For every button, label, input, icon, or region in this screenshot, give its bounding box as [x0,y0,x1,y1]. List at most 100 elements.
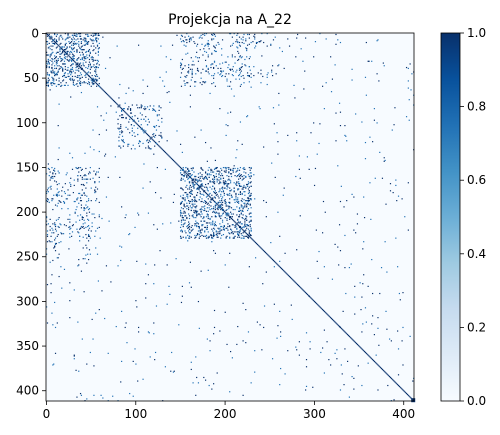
matrix-cell [73,47,75,49]
matrix-cell [92,338,94,340]
plot-frame [45,32,415,402]
matrix-cell [313,56,315,58]
matrix-cell [160,197,162,199]
matrix-cell [75,35,77,37]
matrix-cell [180,201,183,204]
matrix-cell [245,217,247,220]
matrix-cell [214,205,217,207]
matrix-cell [78,258,80,261]
matrix-cell [82,62,84,64]
matrix-cell [359,282,361,284]
matrix-cell [189,175,191,178]
matrix-cell [365,94,367,96]
matrix-cell [83,227,85,229]
matrix-cell [67,59,69,61]
matrix-cell [235,183,237,185]
matrix-cell [50,70,52,72]
matrix-cell [84,174,86,176]
matrix-cell [192,228,194,230]
matrix-cell [47,47,49,49]
matrix-cell [59,53,61,55]
matrix-cell [140,107,142,109]
matrix-cell [62,63,65,65]
diagonal-cell [336,323,338,325]
matrix-cell [224,311,226,313]
matrix-cell [206,338,208,340]
matrix-cell [65,42,67,45]
matrix-cell [196,214,199,216]
matrix-cell [86,363,88,365]
matrix-cell [219,215,221,217]
matrix-cell [217,67,219,70]
matrix-cell [205,70,208,72]
matrix-cell [248,58,250,60]
matrix-cell [131,127,133,129]
matrix-cell [90,230,92,232]
matrix-cell [219,74,221,76]
matrix-cell [213,82,215,84]
matrix-cell [238,74,241,76]
matrix-cell [71,231,74,233]
matrix-cell [204,183,207,186]
matrix-cell [93,365,95,367]
colorbar: 0.00.20.40.60.81.0 [440,26,486,408]
matrix-cell [92,177,94,179]
diagonal-cell [266,253,268,255]
diagonal-cell [151,138,153,140]
matrix-cell [185,236,187,238]
matrix-cell [49,261,51,263]
matrix-cell [213,235,215,237]
diagonal-cell [216,203,218,205]
matrix-cell [184,65,186,67]
matrix-cell [266,74,268,76]
matrix-cell [278,64,280,66]
matrix-cell [81,217,83,219]
matrix-cell [220,177,222,179]
matrix-cell [52,82,54,84]
matrix-cell [73,34,75,36]
matrix-cell [236,39,238,41]
matrix-cell [188,213,190,215]
matrix-cell [218,228,220,230]
matrix-cell [227,125,229,127]
matrix-cell [114,156,116,158]
matrix-cell [46,192,48,195]
matrix-cell [66,56,68,58]
matrix-cell [204,175,207,178]
diagonal-cell [141,128,143,130]
matrix-cell [204,209,206,212]
matrix-cell [138,107,141,109]
matrix-cell [79,235,81,237]
matrix-cell [188,181,191,183]
matrix-cell [213,175,215,177]
matrix-cell [62,46,64,48]
matrix-cell [246,200,248,202]
matrix-cell [84,38,86,40]
matrix-cell [49,89,51,91]
matrix-cell [194,211,196,213]
matrix-cell [187,240,189,242]
matrix-cell [213,234,215,237]
matrix-cell [140,104,142,106]
matrix-cell [71,79,74,81]
matrix-cell [229,218,231,220]
diagonal-cell [302,289,304,291]
matrix-cell [219,181,221,183]
matrix-cell [212,237,214,239]
diagonal-cell [392,379,394,381]
matrix-cell [129,112,132,114]
matrix-cell [245,186,247,188]
matrix-cell [47,84,49,86]
matrix-cell [213,33,215,35]
matrix-cell [95,173,97,175]
matrix-cell [299,177,301,179]
matrix-cell [204,82,206,84]
diagonal-cell [309,296,311,298]
matrix-cell [238,183,241,185]
matrix-cell [182,168,184,170]
matrix-cell [207,237,209,239]
matrix-cell [239,177,242,179]
diagonal-cell [300,287,302,289]
matrix-cell [71,168,74,170]
matrix-cell [213,176,216,178]
